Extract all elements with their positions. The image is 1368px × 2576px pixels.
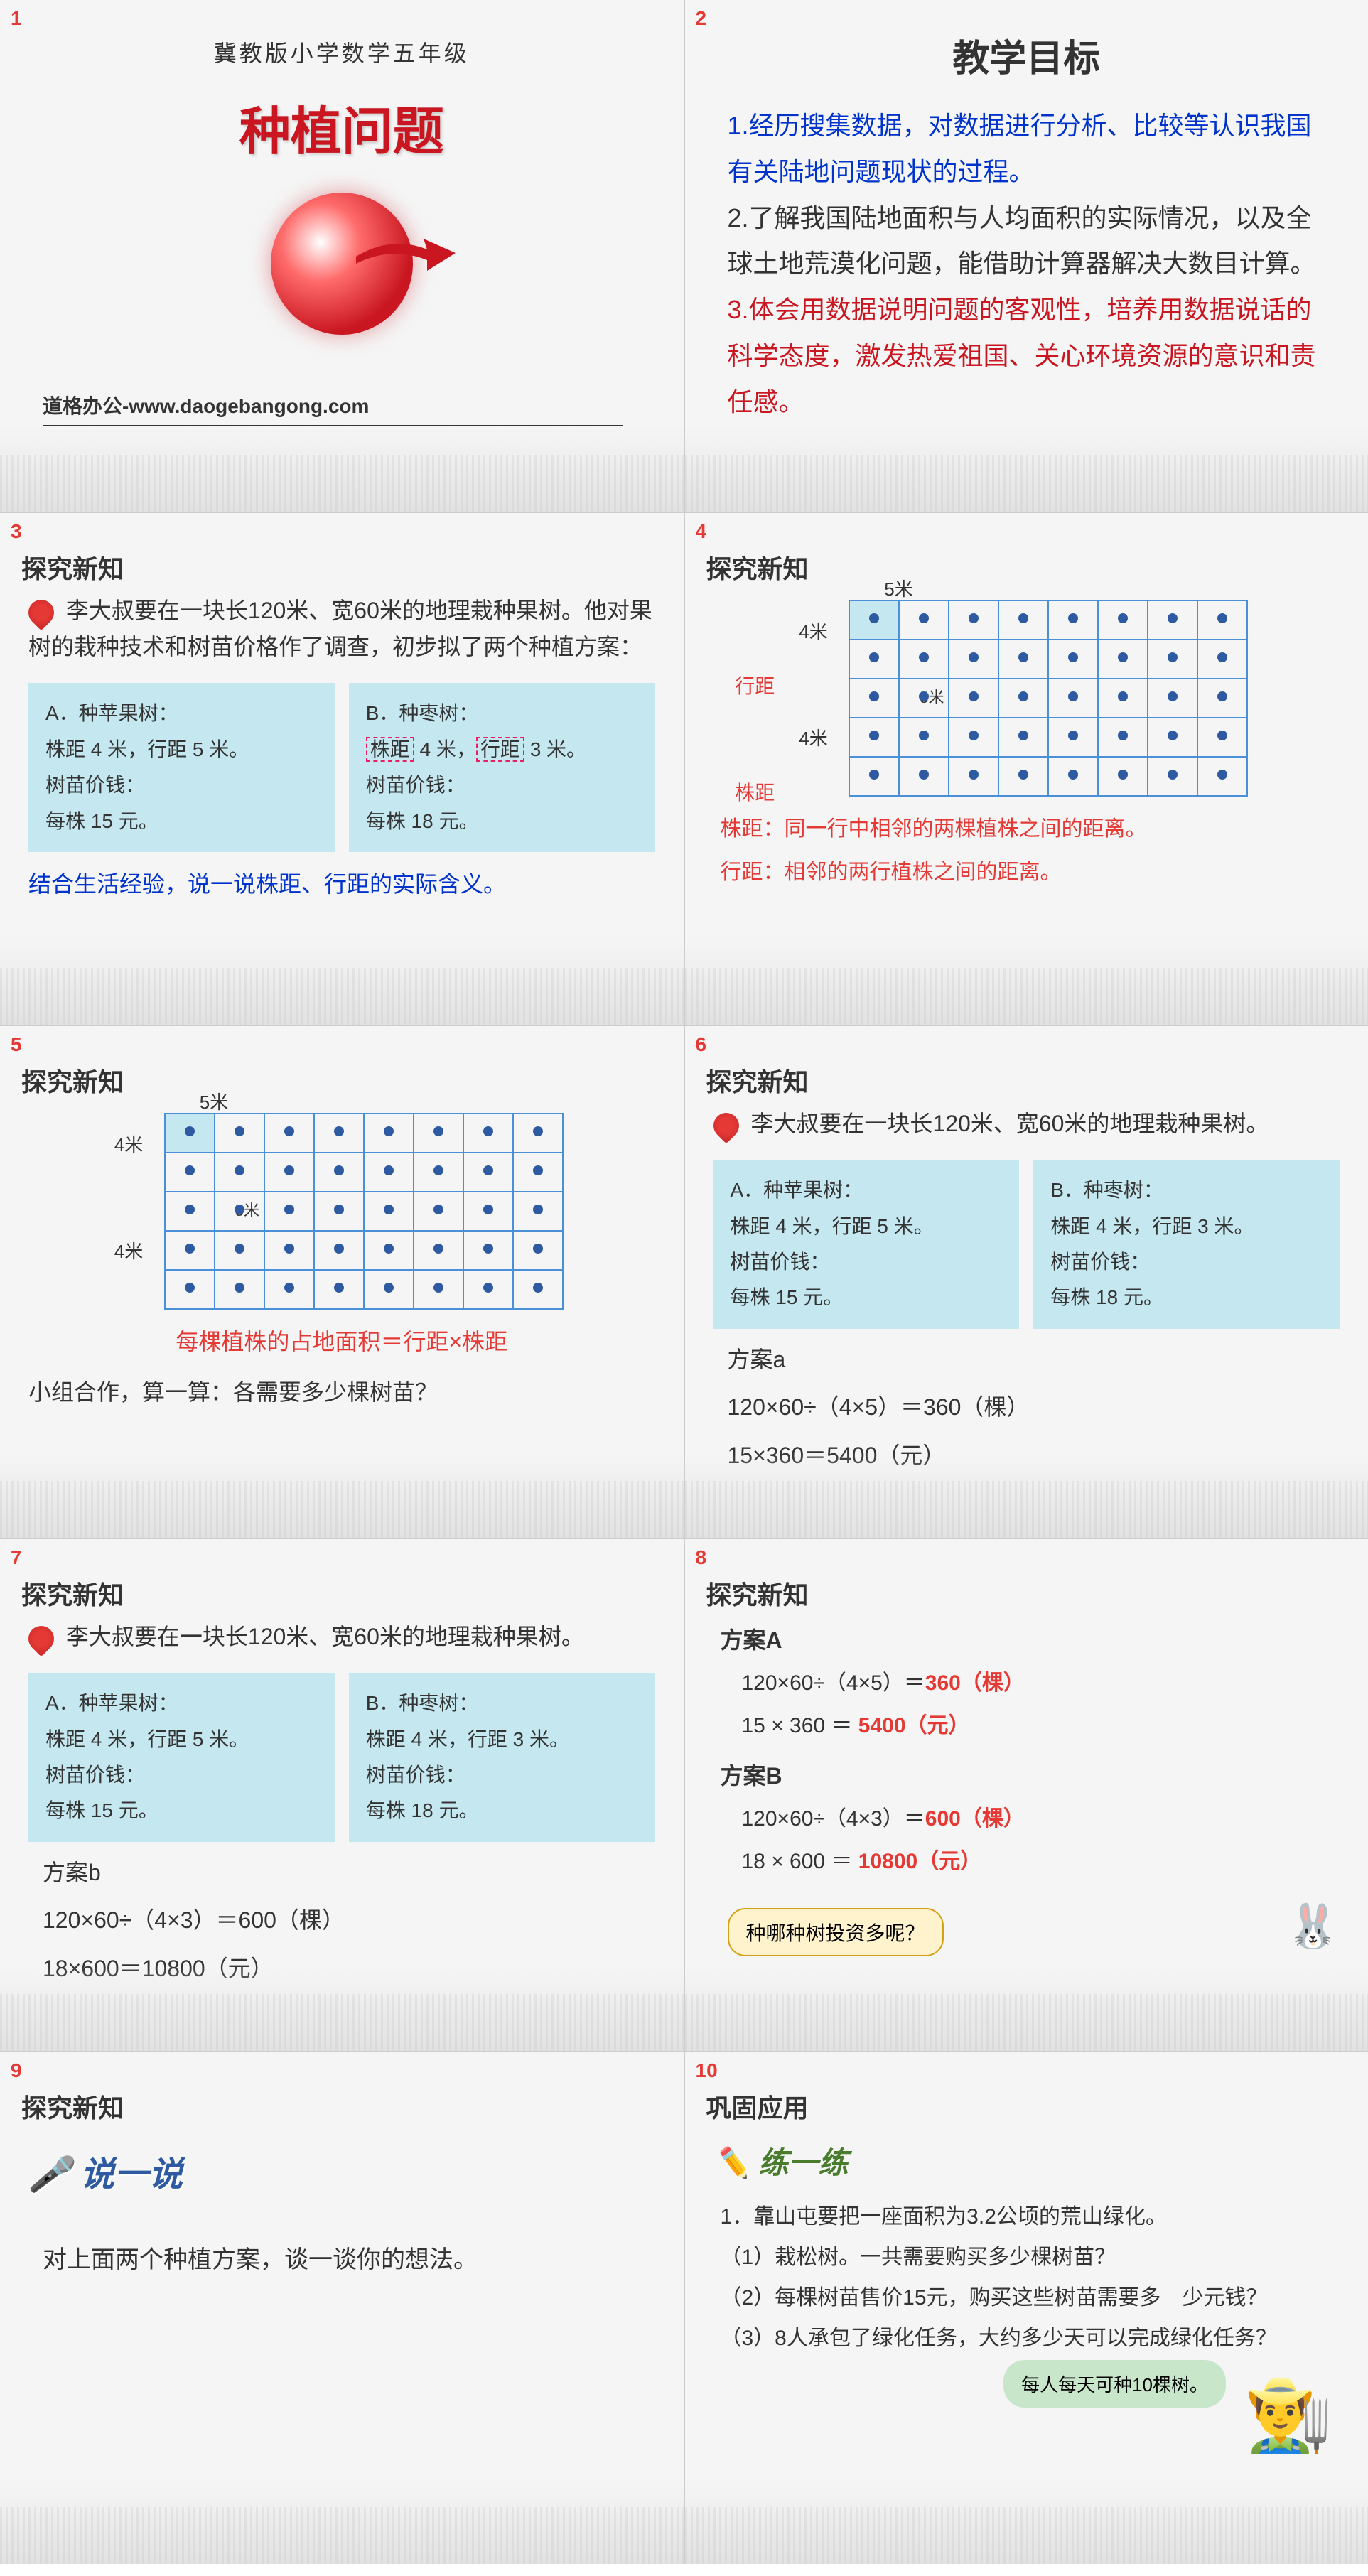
question-bubble: 种哪种树投资多呢？ [728, 1908, 944, 1956]
plan-boxes: A．种苹果树： 株距 4 米，行距 5 米。 树苗价钱： 每株 15 元。 B．… [28, 1673, 655, 1842]
objectives-title: 教学目标 [699, 28, 1354, 82]
plan-a-section: 方案A 120×60÷（4×5）＝360（棵） 15 × 360 ＝ 5400（… [721, 1622, 1333, 1747]
slide-number: 4 [696, 520, 707, 543]
plan-b-box: B．种枣树： 株距 4 米，行距 3 米。 树苗价钱： 每株 18 元。 [349, 683, 655, 852]
slide-6: 6 探究新知 李大叔要在一块长120米、宽60米的地理栽种果树。 A．种苹果树：… [685, 1026, 1368, 1538]
slide-number: 3 [11, 520, 22, 543]
slide-number: 10 [696, 2059, 718, 2082]
talk-title: 🎤 说一说 [28, 2146, 655, 2196]
plan-b-box: B．种枣树： 株距 4 米，行距 3 米。 树苗价钱： 每株 18 元。 [349, 1673, 655, 1842]
slide-1: 1 冀教版小学数学五年级 种植问题 道格办公-www.daogebangong.… [0, 0, 684, 512]
practice-title: ✏️ 练一练 [713, 2139, 1340, 2182]
strawberry-icon [23, 1620, 60, 1656]
strawberry-icon [708, 1107, 744, 1143]
hangju-definition: 行距：相邻的两行植株之间的距离。 [721, 854, 1333, 890]
problem-statement: 李大叔要在一块长120米、宽60米的地理栽种果树。 [14, 1612, 669, 1662]
section-header: 探究新知 [21, 1575, 669, 1612]
grid-table [849, 600, 1248, 797]
section-header: 探究新知 [706, 1062, 1354, 1099]
speech-bubble: 每人每天可种10棵树。 [1003, 2360, 1226, 2408]
section-header: 探究新知 [21, 1062, 669, 1099]
arrow-icon [356, 235, 456, 278]
slide-number: 9 [11, 2059, 22, 2082]
plan-b-box: B．种枣树： 株距 4 米，行距 3 米。 树苗价钱： 每株 18 元。 [1033, 1160, 1340, 1329]
zhuju-definition: 株距：同一行中相邻的两棵植株之间的距离。 [721, 811, 1333, 847]
slide-number: 7 [11, 1546, 22, 1569]
problem-statement: 李大叔要在一块长120米、宽60米的地理栽种果树。他对果树的栽种技术和树苗价格作… [14, 586, 669, 672]
talk-prompt: 对上面两个种植方案，谈一谈你的想法。 [43, 2238, 641, 2282]
method-label: 方案a [728, 1340, 1326, 1381]
planting-grid-diagram: 5米 4米 4米 5米 [93, 1113, 591, 1310]
slide-9: 9 探究新知 🎤 说一说 对上面两个种植方案，谈一谈你的想法。 [0, 2052, 684, 2564]
zhuju-label: 株距 [735, 777, 775, 806]
plan-boxes: A．种苹果树： 株距 4 米，行距 5 米。 树苗价钱： 每株 15 元。 B．… [713, 1160, 1340, 1329]
section-header: 探究新知 [706, 549, 1354, 586]
footer-text: 道格办公-www.daogebangong.com [43, 391, 623, 426]
objective-1: 1.经历搜集数据，对数据进行分析、比较等认识我国有关陆地问题现状的过程。 [728, 103, 1326, 195]
slide-2: 2 教学目标 1.经历搜集数据，对数据进行分析、比较等认识我国有关陆地问题现状的… [685, 0, 1368, 512]
practice-body: 1．靠山屯要把一座面积为3.2公顷的荒山绿化。 （1）栽松树。一共需要购买多少棵… [721, 2197, 1333, 2359]
pencil-icon: ✏️ [713, 2146, 750, 2179]
header-text: 冀教版小学数学五年级 [14, 36, 669, 68]
globe-graphic [242, 193, 441, 392]
section-header: 巩固应用 [706, 2088, 1354, 2125]
area-formula: 每棵植株的占地面积＝行距×株距 [25, 1324, 659, 1357]
section-header: 探究新知 [706, 1575, 1354, 1612]
slide-7: 7 探究新知 李大叔要在一块长120米、宽60米的地理栽种果树。 A．种苹果树：… [0, 1539, 684, 2051]
section-header: 探究新知 [21, 549, 669, 586]
slide-4: 4 探究新知 5米 4米 4米 行距 株距 5米 株距：同一行中相邻的两棵植株之… [685, 513, 1368, 1025]
rabbit-icon: 🐰 [1286, 1901, 1340, 1951]
slide-number: 6 [696, 1033, 707, 1056]
planting-grid-diagram: 5米 4米 4米 行距 株距 5米 [777, 600, 1275, 797]
slide-3: 3 探究新知 李大叔要在一块长120米、宽60米的地理栽种果树。他对果树的栽种技… [0, 513, 684, 1025]
problem-statement: 李大叔要在一块长120米、宽60米的地理栽种果树。 [699, 1099, 1354, 1149]
microphone-icon: 🎤 [28, 2156, 71, 2194]
plan-a-box: A．种苹果树： 株距 4 米，行距 5 米。 树苗价钱： 每株 15 元。 [28, 1673, 335, 1842]
plan-b-section: 方案B 120×60÷（4×3）＝600（棵） 18 × 600 ＝ 10800… [721, 1758, 1333, 1883]
strawberry-icon [23, 594, 60, 630]
objectives-list: 1.经历搜集数据，对数据进行分析、比较等认识我国有关陆地问题现状的过程。 2.了… [699, 103, 1354, 426]
slide-8: 8 探究新知 方案A 120×60÷（4×5）＝360（棵） 15 × 360 … [685, 1539, 1368, 2051]
slides-grid: 1 冀教版小学数学五年级 种植问题 道格办公-www.daogebangong.… [0, 0, 1368, 2564]
plan-a-box: A．种苹果树： 株距 4 米，行距 5 米。 树苗价钱： 每株 15 元。 [713, 1160, 1020, 1329]
grid-table [164, 1113, 564, 1310]
slide-5: 5 探究新知 5米 4米 4米 5米 每棵植株的占地面积＝行距×株距 小组合作，… [0, 1026, 684, 1538]
person-icon: 👨‍🌾 [1244, 2374, 1332, 2457]
plan-boxes: A．种苹果树： 株距 4 米，行距 5 米。 树苗价钱： 每株 15 元。 B．… [28, 683, 655, 852]
objective-2: 2.了解我国陆地面积与人均面积的实际情况，以及全球土地荒漠化问题，能借助计算器解… [728, 195, 1326, 288]
calculation-1: 120×60÷（4×5）＝360（棵） [728, 1387, 1326, 1428]
slide-number: 2 [696, 7, 707, 30]
slide-10: 10 巩固应用 ✏️ 练一练 1．靠山屯要把一座面积为3.2公顷的荒山绿化。 （… [685, 2052, 1368, 2564]
group-question: 小组合作，算一算：各需要多少棵树苗？ [14, 1367, 669, 1418]
plan-a-box: A．种苹果树： 株距 4 米，行距 5 米。 树苗价钱： 每株 15 元。 [28, 683, 335, 852]
calculation-1: 120×60÷（4×3）＝600（棵） [43, 1900, 641, 1941]
slide-number: 8 [696, 1546, 707, 1569]
method-label: 方案b [43, 1853, 641, 1894]
hangju-label: 行距 [735, 671, 775, 699]
main-title: 种植问题 [14, 90, 669, 164]
slide-number: 5 [11, 1033, 22, 1056]
conclusion-text: 结合生活经验，说一说株距、行距的实际含义。 [28, 866, 655, 902]
objective-3: 3.体会用数据说明问题的客观性，培养用数据说话的科学态度，激发热爱祖国、关心环境… [728, 287, 1326, 425]
section-header: 探究新知 [21, 2088, 669, 2125]
slide-number: 1 [11, 7, 22, 30]
